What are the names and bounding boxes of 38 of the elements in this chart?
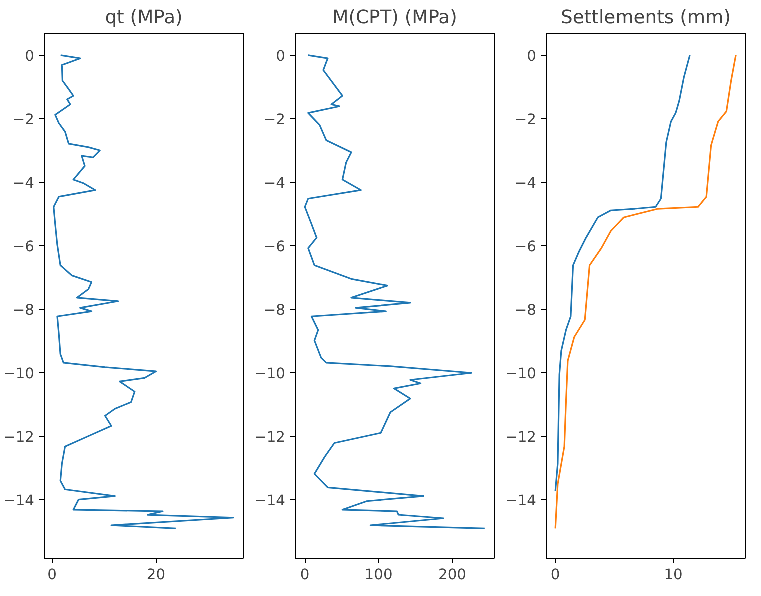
y-tick-label: −6 [514,238,537,256]
y-tick-label: 0 [25,48,35,65]
y-tick-label: −4 [12,174,35,192]
y-tick-label: −4 [264,174,286,192]
x-tick-label: 20 [146,566,166,584]
y-tick-label: −8 [12,302,35,319]
y-tick-label: −6 [12,238,35,256]
y-tick-label: −10 [4,365,35,382]
y-tick-label: −4 [514,174,537,192]
x-tick-label: 200 [438,566,466,584]
y-tick-label: 0 [276,48,286,65]
chart-title: qt (MPa) [105,8,183,28]
y-tick-label: −14 [4,492,35,510]
y-tick-label: −2 [264,111,286,128]
y-tick-label: −8 [514,302,537,319]
line-series [554,54,691,492]
x-tick-label: 0 [550,566,560,584]
y-tick-label: −2 [12,111,35,128]
y-tick-label: 0 [527,48,537,65]
line-series [304,54,486,530]
x-tick-label: 0 [300,566,310,584]
y-tick-label: −10 [506,365,537,382]
chart-title: M(CPT) (MPa) [332,8,458,28]
y-tick-label: −2 [514,111,537,128]
line-series [554,54,737,530]
x-tick-label: 10 [664,566,683,584]
y-tick-label: −10 [254,365,286,382]
line-series [53,54,234,530]
y-tick-label: −12 [4,428,35,446]
x-tick-label: 0 [48,566,57,584]
y-tick-label: −12 [254,428,286,446]
y-tick-label: −8 [264,302,286,319]
y-tick-label: −12 [506,428,537,446]
y-tick-label: −6 [264,238,286,256]
x-tick-label: 100 [364,566,393,584]
y-tick-label: −14 [506,492,537,510]
y-tick-label: −14 [254,492,286,510]
chart-title: Settlements (mm) [561,8,731,28]
